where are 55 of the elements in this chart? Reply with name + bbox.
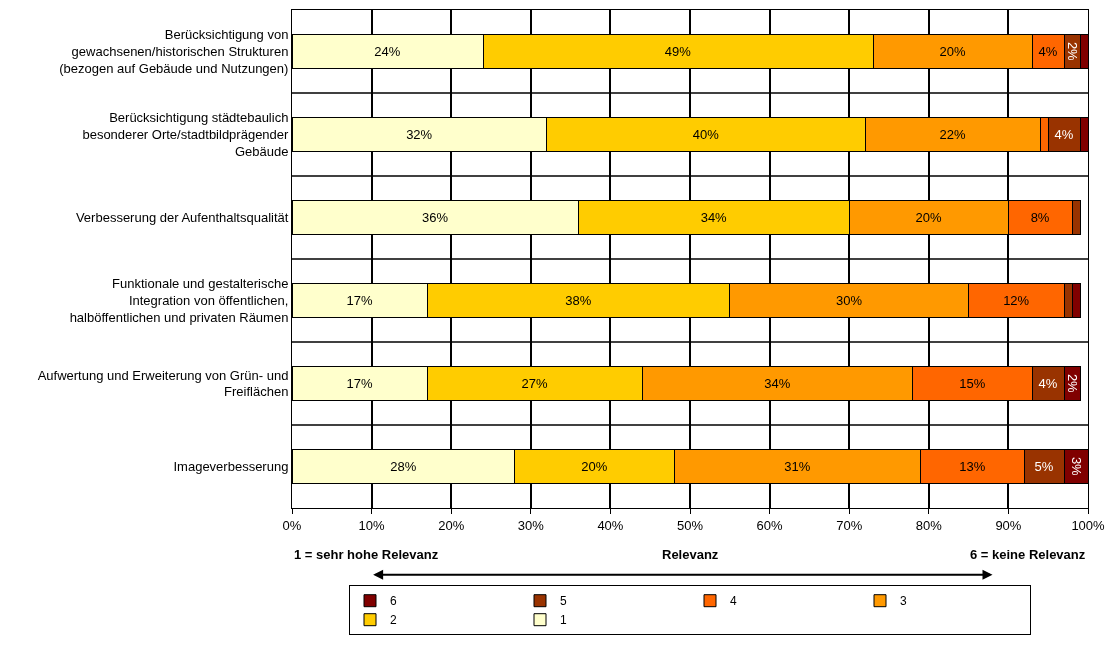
legend-label: 3: [900, 594, 907, 609]
x-tick-label: 100%: [1071, 517, 1106, 533]
text: Relevanz: [662, 547, 719, 562]
text: 1 = sehr hohe Relevanz: [294, 547, 439, 562]
data-label: 22%: [939, 127, 966, 142]
data-label: 2%: [1064, 373, 1080, 394]
data-label: 49%: [664, 44, 692, 59]
data-label: 24%: [374, 44, 401, 59]
data-label: 4%: [1038, 44, 1058, 59]
x-tick-label: 40%: [597, 517, 624, 533]
data-label: 40%: [692, 127, 720, 142]
data-label: 5%: [1034, 459, 1054, 474]
x-tick-label: 80%: [915, 517, 943, 533]
data-label: 4%: [1054, 127, 1074, 142]
y-tick-label: Funktionale und gestalterische Integration von öffentlichen, halböffentlichen und privaten Räumen: [69, 276, 289, 325]
x-tick-label: 90%: [995, 517, 1022, 533]
data-label: 20%: [939, 44, 966, 59]
data-label: 34%: [700, 210, 728, 225]
y-tick-label: Verbesserung der Aufenthaltsqualität: [75, 210, 289, 226]
legend-label: 4: [730, 594, 737, 609]
y-tick-label: Aufwertung und Erweiterung von Grün- und Freiflächen: [37, 367, 289, 400]
data-label: 8%: [1030, 210, 1050, 225]
legend-label: 2: [390, 613, 397, 628]
data-label: 36%: [422, 210, 449, 225]
data-label: 30%: [835, 293, 863, 308]
x-tick-label: 10%: [358, 517, 386, 533]
data-label: 34%: [764, 376, 791, 391]
text: 6 = keine Relevanz: [970, 547, 1086, 562]
data-label: 4%: [1038, 376, 1058, 391]
data-label: 2%: [1064, 41, 1080, 62]
data-label: 27%: [521, 376, 549, 391]
x-tick-label: 0%: [282, 517, 302, 533]
data-label: 31%: [784, 459, 811, 474]
x-tick-label: 70%: [836, 517, 863, 533]
data-label: 20%: [581, 459, 608, 474]
x-tick-label: 60%: [756, 517, 784, 533]
data-label: 32%: [406, 127, 433, 142]
legend-label: 5: [560, 594, 567, 609]
data-label: 20%: [915, 210, 943, 225]
x-tick-label: 50%: [676, 517, 704, 533]
data-label: 17%: [346, 376, 373, 391]
data-label: 38%: [565, 293, 592, 308]
data-label: 17%: [346, 293, 373, 308]
y-tick-label: Berücksichtigung von gewachsenen/historischen Strukturen (bezogen auf Gebäude und Nutzungen): [59, 27, 289, 76]
x-tick-label: 20%: [438, 517, 465, 533]
y-tick-label: Berücksichtigung städtebaulich besonderer Orte/stadtbildprägender Gebäude: [82, 110, 290, 159]
x-tick-label: 30%: [517, 517, 545, 533]
data-label: 13%: [959, 459, 986, 474]
legend-label: 1: [560, 613, 567, 628]
y-tick-label: Imageverbesserung: [173, 459, 289, 475]
data-label: 3%: [1068, 456, 1084, 477]
data-label: 28%: [390, 459, 417, 474]
data-label: 12%: [1003, 293, 1030, 308]
data-label: 15%: [959, 376, 986, 391]
legend-label: 6: [390, 594, 397, 609]
